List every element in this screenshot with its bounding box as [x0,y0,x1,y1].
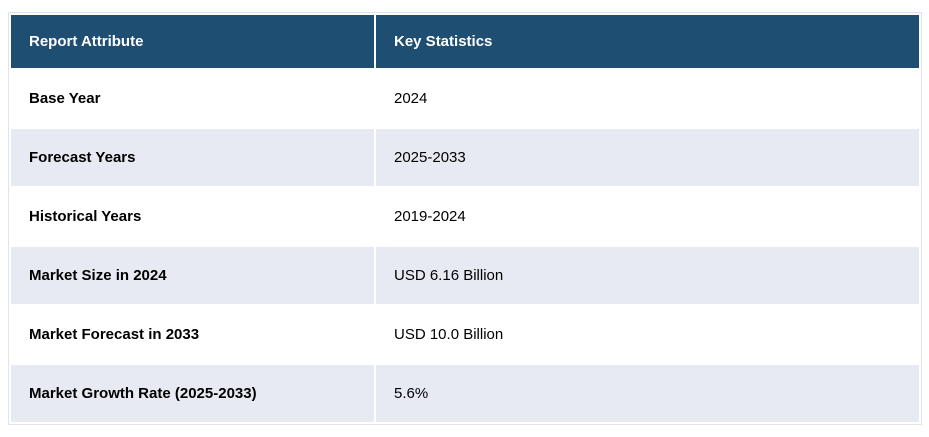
report-attribute-cell: Forecast Years [11,129,374,186]
table-body: Base Year 2024 Forecast Years 2025-2033 Hist… [11,70,919,422]
key-statistic-cell: 5.6% [376,365,919,422]
report-attribute-cell: Market Forecast in 2033 [11,306,374,363]
report-summary-table: Report Attribute Key Statistics Base Yea… [8,12,922,425]
column-header-key-statistics: Key Statistics [376,15,919,68]
key-statistic-cell: USD 10.0 Billion [376,306,919,363]
key-statistic-cell: 2025-2033 [376,129,919,186]
table-row: Market Size in 2024 USD 6.16 Billion [11,247,919,304]
report-attribute-cell: Base Year [11,70,374,127]
key-statistic-cell: USD 6.16 Billion [376,247,919,304]
table-row: Market Growth Rate (2025-2033) 5.6% [11,365,919,422]
table-row: Market Forecast in 2033 USD 10.0 Billion [11,306,919,363]
key-statistic-cell: 2019-2024 [376,188,919,245]
report-attribute-cell: Market Size in 2024 [11,247,374,304]
table-header-row: Report Attribute Key Statistics [11,15,919,68]
report-attribute-cell: Market Growth Rate (2025-2033) [11,365,374,422]
table-row: Historical Years 2019-2024 [11,188,919,245]
report-attribute-cell: Historical Years [11,188,374,245]
table-row: Forecast Years 2025-2033 [11,129,919,186]
table-head: Report Attribute Key Statistics [11,15,919,68]
column-header-report-attribute: Report Attribute [11,15,374,68]
key-statistic-cell: 2024 [376,70,919,127]
table-row: Base Year 2024 [11,70,919,127]
